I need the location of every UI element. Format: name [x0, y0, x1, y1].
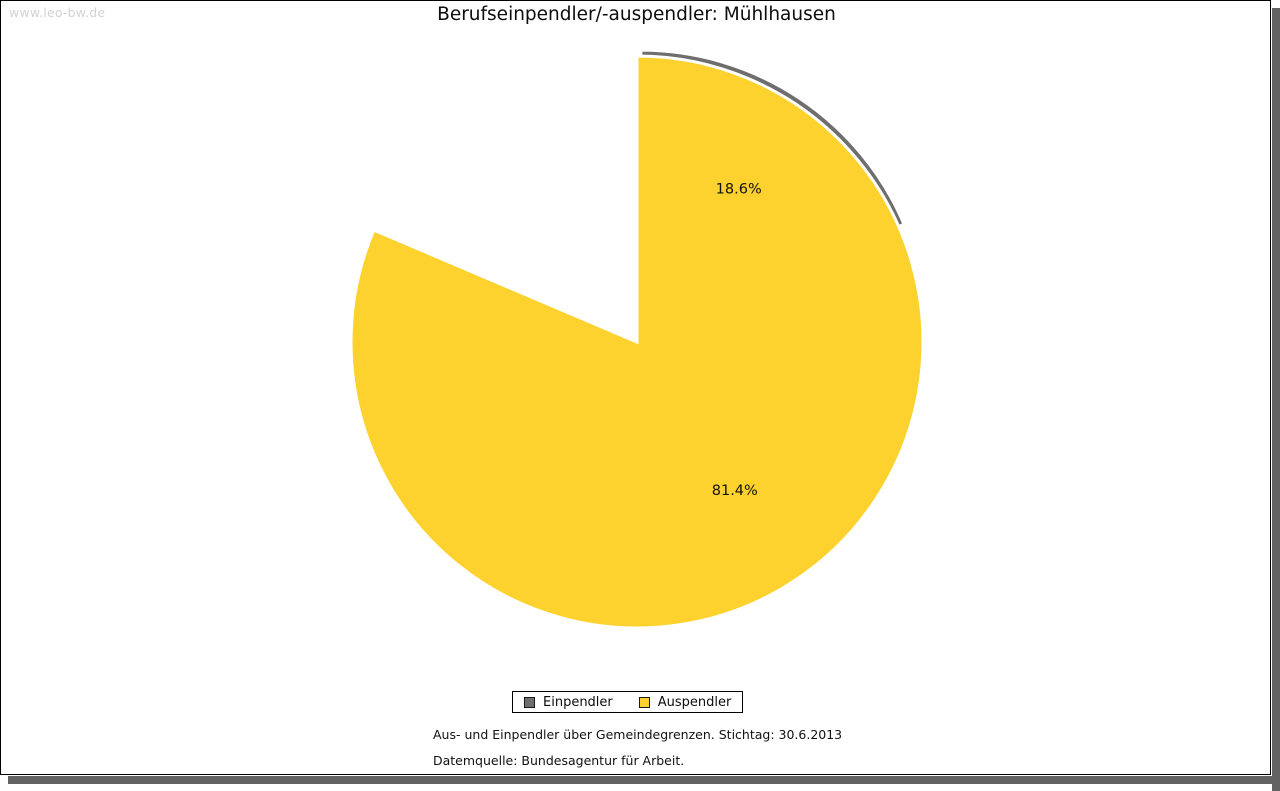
- legend-swatch-einpendler: [524, 696, 535, 708]
- pie-chart: 18.6% 81.4%: [1, 1, 1270, 774]
- chart-legend: Einpendler Auspendler: [512, 691, 744, 713]
- pie-slice-label-auspendler: 81.4%: [712, 483, 758, 499]
- chart-panel: www.leo-bw.de Berufseinpendler/-auspendl…: [0, 0, 1271, 775]
- legend-label-auspendler: Auspendler: [657, 694, 732, 710]
- pie-slice-label-einpendler: 18.6%: [716, 181, 762, 197]
- legend-label-einpendler: Einpendler: [543, 694, 613, 710]
- chart-title: Berufseinpendler/-auspendler: Mühlhausen: [437, 4, 836, 25]
- pie-chart-svg: 18.6% 81.4%: [349, 48, 925, 630]
- legend-item-einpendler[interactable]: Einpendler: [524, 696, 613, 709]
- legend-item-auspendler[interactable]: Auspendler: [638, 694, 732, 710]
- panel-shadow-bottom: [8, 776, 1280, 784]
- pie-slice-auspendler[interactable]: [349, 54, 925, 630]
- footnote-source-date: Aus- und Einpendler über Gemeindegrenzen…: [433, 727, 843, 742]
- legend-swatch-auspendler: [638, 696, 650, 708]
- panel-shadow-right: [1272, 8, 1280, 791]
- footnote-data-source: Datemquelle: Bundesagentur für Arbeit.: [433, 753, 685, 768]
- watermark-label: www.leo-bw.de: [9, 5, 106, 20]
